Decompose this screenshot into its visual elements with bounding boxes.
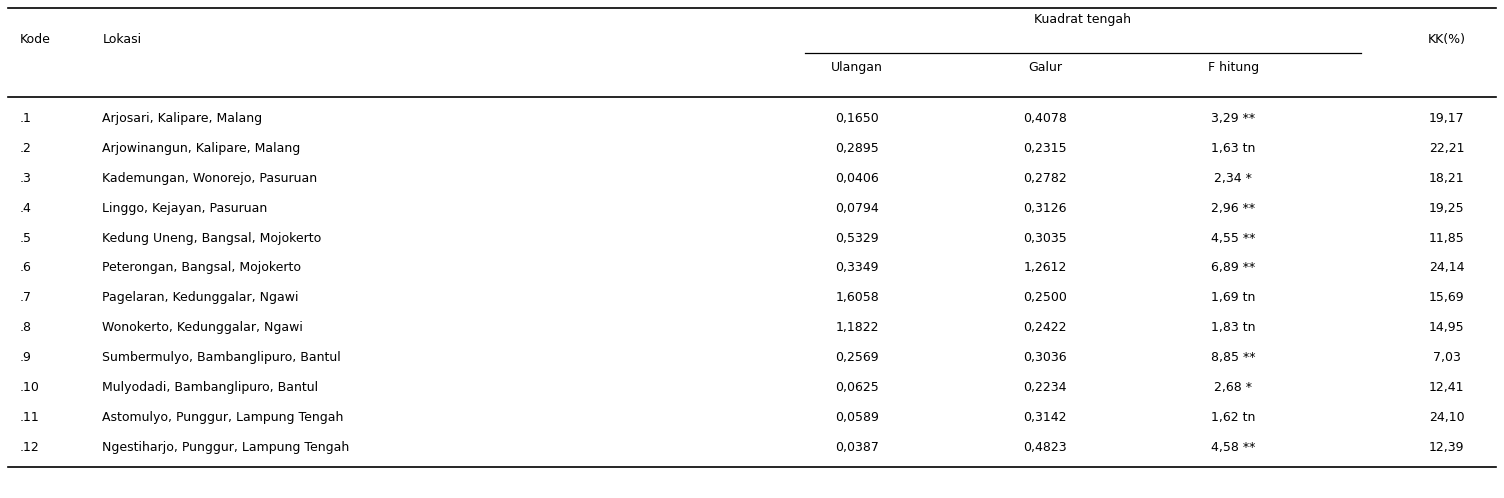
Text: 0,3036: 0,3036	[1023, 351, 1068, 364]
Text: Kode: Kode	[20, 33, 51, 46]
Text: 3,29 **: 3,29 **	[1211, 112, 1256, 125]
Text: 1,83 tn: 1,83 tn	[1211, 321, 1256, 334]
Text: .4: .4	[20, 202, 32, 215]
Text: Lokasi: Lokasi	[102, 33, 141, 46]
Text: 1,63 tn: 1,63 tn	[1211, 142, 1256, 155]
Text: 24,14: 24,14	[1429, 261, 1465, 274]
Text: 4,58 **: 4,58 **	[1211, 441, 1256, 454]
Text: Kuadrat tengah: Kuadrat tengah	[1035, 13, 1131, 26]
Text: .12: .12	[20, 441, 39, 454]
Text: 2,96 **: 2,96 **	[1211, 202, 1256, 215]
Text: Arjowinangun, Kalipare, Malang: Arjowinangun, Kalipare, Malang	[102, 142, 301, 155]
Text: 19,25: 19,25	[1429, 202, 1465, 215]
Text: F hitung: F hitung	[1208, 61, 1259, 74]
Text: .9: .9	[20, 351, 32, 364]
Text: .10: .10	[20, 381, 39, 394]
Text: 24,10: 24,10	[1429, 411, 1465, 424]
Text: .11: .11	[20, 411, 39, 424]
Text: Linggo, Kejayan, Pasuruan: Linggo, Kejayan, Pasuruan	[102, 202, 268, 215]
Text: 0,0794: 0,0794	[835, 202, 880, 215]
Text: 0,2422: 0,2422	[1024, 321, 1066, 334]
Text: 12,39: 12,39	[1429, 441, 1465, 454]
Text: 1,1822: 1,1822	[836, 321, 878, 334]
Text: 15,69: 15,69	[1429, 291, 1465, 304]
Text: 2,34 *: 2,34 *	[1214, 172, 1253, 185]
Text: Mulyodadi, Bambanglipuro, Bantul: Mulyodadi, Bambanglipuro, Bantul	[102, 381, 319, 394]
Text: Arjosari, Kalipare, Malang: Arjosari, Kalipare, Malang	[102, 112, 262, 125]
Text: Galur: Galur	[1029, 61, 1062, 74]
Text: Pagelaran, Kedunggalar, Ngawi: Pagelaran, Kedunggalar, Ngawi	[102, 291, 299, 304]
Text: Sumbermulyo, Bambanglipuro, Bantul: Sumbermulyo, Bambanglipuro, Bantul	[102, 351, 341, 364]
Text: 19,17: 19,17	[1429, 112, 1465, 125]
Text: 0,2234: 0,2234	[1024, 381, 1066, 394]
Text: 0,2500: 0,2500	[1023, 291, 1068, 304]
Text: 0,2315: 0,2315	[1023, 142, 1068, 155]
Text: 0,0625: 0,0625	[835, 381, 880, 394]
Text: 0,0387: 0,0387	[835, 441, 880, 454]
Text: 0,2895: 0,2895	[835, 142, 880, 155]
Text: KK(%): KK(%)	[1427, 33, 1466, 46]
Text: 0,4823: 0,4823	[1023, 441, 1068, 454]
Text: .5: .5	[20, 232, 32, 245]
Text: 7,03: 7,03	[1433, 351, 1460, 364]
Text: .6: .6	[20, 261, 32, 274]
Text: 11,85: 11,85	[1429, 232, 1465, 245]
Text: 0,0589: 0,0589	[835, 411, 880, 424]
Text: 0,0406: 0,0406	[835, 172, 880, 185]
Text: 1,6058: 1,6058	[835, 291, 880, 304]
Text: 0,3349: 0,3349	[836, 261, 878, 274]
Text: 0,3035: 0,3035	[1023, 232, 1068, 245]
Text: 1,62 tn: 1,62 tn	[1211, 411, 1256, 424]
Text: 4,55 **: 4,55 **	[1211, 232, 1256, 245]
Text: 1,2612: 1,2612	[1024, 261, 1066, 274]
Text: 14,95: 14,95	[1429, 321, 1465, 334]
Text: .8: .8	[20, 321, 32, 334]
Text: Ngestiharjo, Punggur, Lampung Tengah: Ngestiharjo, Punggur, Lampung Tengah	[102, 441, 349, 454]
Text: 0,5329: 0,5329	[835, 232, 880, 245]
Text: 18,21: 18,21	[1429, 172, 1465, 185]
Text: 8,85 **: 8,85 **	[1211, 351, 1256, 364]
Text: 0,4078: 0,4078	[1023, 112, 1068, 125]
Text: 0,3126: 0,3126	[1024, 202, 1066, 215]
Text: .7: .7	[20, 291, 32, 304]
Text: 0,1650: 0,1650	[835, 112, 880, 125]
Text: Astomulyo, Punggur, Lampung Tengah: Astomulyo, Punggur, Lampung Tengah	[102, 411, 343, 424]
Text: Kedung Uneng, Bangsal, Mojokerto: Kedung Uneng, Bangsal, Mojokerto	[102, 232, 322, 245]
Text: 6,89 **: 6,89 **	[1211, 261, 1256, 274]
Text: 0,3142: 0,3142	[1024, 411, 1066, 424]
Text: 2,68 *: 2,68 *	[1214, 381, 1253, 394]
Text: Ulangan: Ulangan	[832, 61, 883, 74]
Text: .1: .1	[20, 112, 32, 125]
Text: Kademungan, Wonorejo, Pasuruan: Kademungan, Wonorejo, Pasuruan	[102, 172, 317, 185]
Text: .3: .3	[20, 172, 32, 185]
Text: 22,21: 22,21	[1429, 142, 1465, 155]
Text: 12,41: 12,41	[1429, 381, 1465, 394]
Text: .2: .2	[20, 142, 32, 155]
Text: Wonokerto, Kedunggalar, Ngawi: Wonokerto, Kedunggalar, Ngawi	[102, 321, 304, 334]
Text: 0,2569: 0,2569	[835, 351, 880, 364]
Text: 1,69 tn: 1,69 tn	[1211, 291, 1256, 304]
Text: 0,2782: 0,2782	[1023, 172, 1068, 185]
Text: Peterongan, Bangsal, Mojokerto: Peterongan, Bangsal, Mojokerto	[102, 261, 301, 274]
